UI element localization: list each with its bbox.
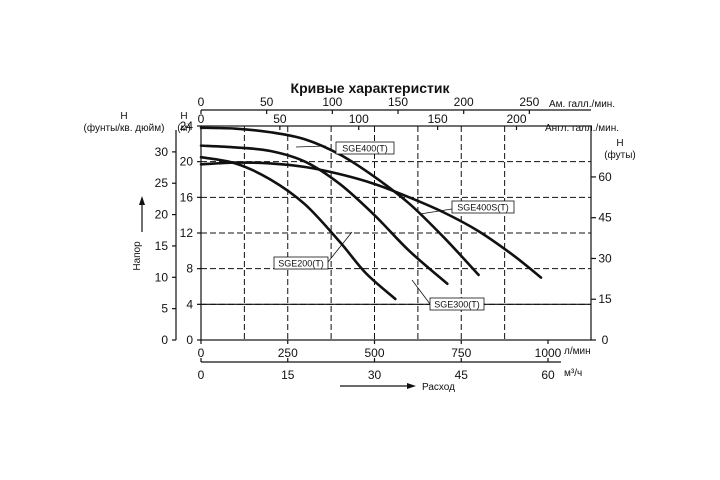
psi-h-label: H [120,111,127,122]
label-box-sge300-t- [429,297,485,311]
psi-tick-label: 10 [155,270,169,284]
meters-tick-label: 8 [186,262,193,276]
pump-curves [199,126,543,301]
us-gpm-tick-label: 150 [388,95,408,109]
us-gpm-tick-label: 200 [454,95,474,109]
meters-unit-label: (м) [177,123,191,134]
lpm-tick-label: 1000 [535,346,562,360]
feet-tick-label: 15 [598,292,612,306]
lpm-tick-label: 500 [364,346,384,360]
meters-tick-label: 4 [186,297,193,311]
psi-tick-label: 0 [161,333,168,347]
lpm-tick-label: 750 [451,346,471,360]
curve-sge400s-t- [199,161,543,279]
m3h-tick-label: 60 [541,368,555,382]
series-label-sge300-t-: SGE300(T) [434,300,480,310]
m3h-tick-label: 45 [455,368,469,382]
grid [201,126,591,340]
m3h-tick-label: 0 [198,368,205,382]
us-gpm-tick-label: 0 [198,95,205,109]
psi-tick-label: 30 [155,145,169,159]
us-gpm-tick-label: 50 [260,95,274,109]
us-gpm-tick-label: 100 [322,95,342,109]
us-gpm-unit-label: Ам. галл./мин. [549,99,615,110]
meters-tick-label: 24 [180,119,194,133]
label-box-sge400s-t- [451,200,515,214]
feet-tick-label: 0 [602,333,609,347]
x-axis-title: Расход [422,382,455,393]
imp-gpm-unit-label: Англ. галл./мин. [545,123,619,134]
psi-tick-label: 25 [155,176,169,190]
lpm-tick-label: 0 [198,346,205,360]
leader-sge300-t- [411,279,431,305]
imp-gpm-tick-label: 50 [273,112,287,126]
curve-labels: SGE200(T) SGE300(T) SGE400(T) SGE400S(T) [273,141,515,311]
m3h-tick-label: 30 [368,368,382,382]
imp-gpm-tick-label: 0 [198,112,205,126]
feet-unit-label: (футы) [604,149,636,161]
lpm-unit-label: л/мин [564,346,591,357]
axes [172,109,596,363]
series-label-sge200-t-: SGE200(T) [278,259,324,269]
meters-tick-label: 20 [180,155,194,169]
x-axis-arrowhead [407,383,416,389]
leader-sge400s-t- [419,208,453,215]
series-label-sge400-t-: SGE400(T) [342,144,388,154]
meters-tick-label: 12 [180,226,194,240]
chart-title: Кривые характеристик [291,80,451,96]
m3h-unit-label: м³/ч [564,368,582,379]
meters-h-label: H [180,111,187,122]
meters-tick-label: 0 [186,333,193,347]
feet-h-label: H [616,138,623,149]
curve-sge400-t- [199,126,480,277]
leader-sge400-t- [295,145,327,148]
y-axis-arrowhead [139,196,145,205]
feet-tick-label: 45 [598,211,612,225]
meters-tick-label: 16 [180,190,194,204]
psi-tick-label: 5 [161,302,168,316]
curve-sge200-t- [199,155,397,301]
label-box-sge200-t- [273,256,329,270]
imp-gpm-tick-label: 150 [428,112,448,126]
feet-tick-label: 30 [598,251,612,265]
m3h-tick-label: 15 [281,368,295,382]
lpm-tick-label: 250 [278,346,298,360]
psi-unit-label: (фунты/кв. дюйм) [84,122,165,134]
leader-sge200-t- [327,231,353,263]
psi-tick-label: 15 [155,239,169,253]
series-label-sge400s-t-: SGE400S(T) [457,203,509,213]
imp-gpm-tick-label: 100 [349,112,369,126]
label-box-sge400-t- [335,141,395,155]
feet-tick-label: 60 [598,170,612,184]
imp-gpm-tick-label: 200 [506,112,526,126]
us-gpm-tick-label: 250 [519,95,539,109]
y-axis-title: Напор [132,241,143,271]
psi-tick-label: 20 [155,208,169,222]
